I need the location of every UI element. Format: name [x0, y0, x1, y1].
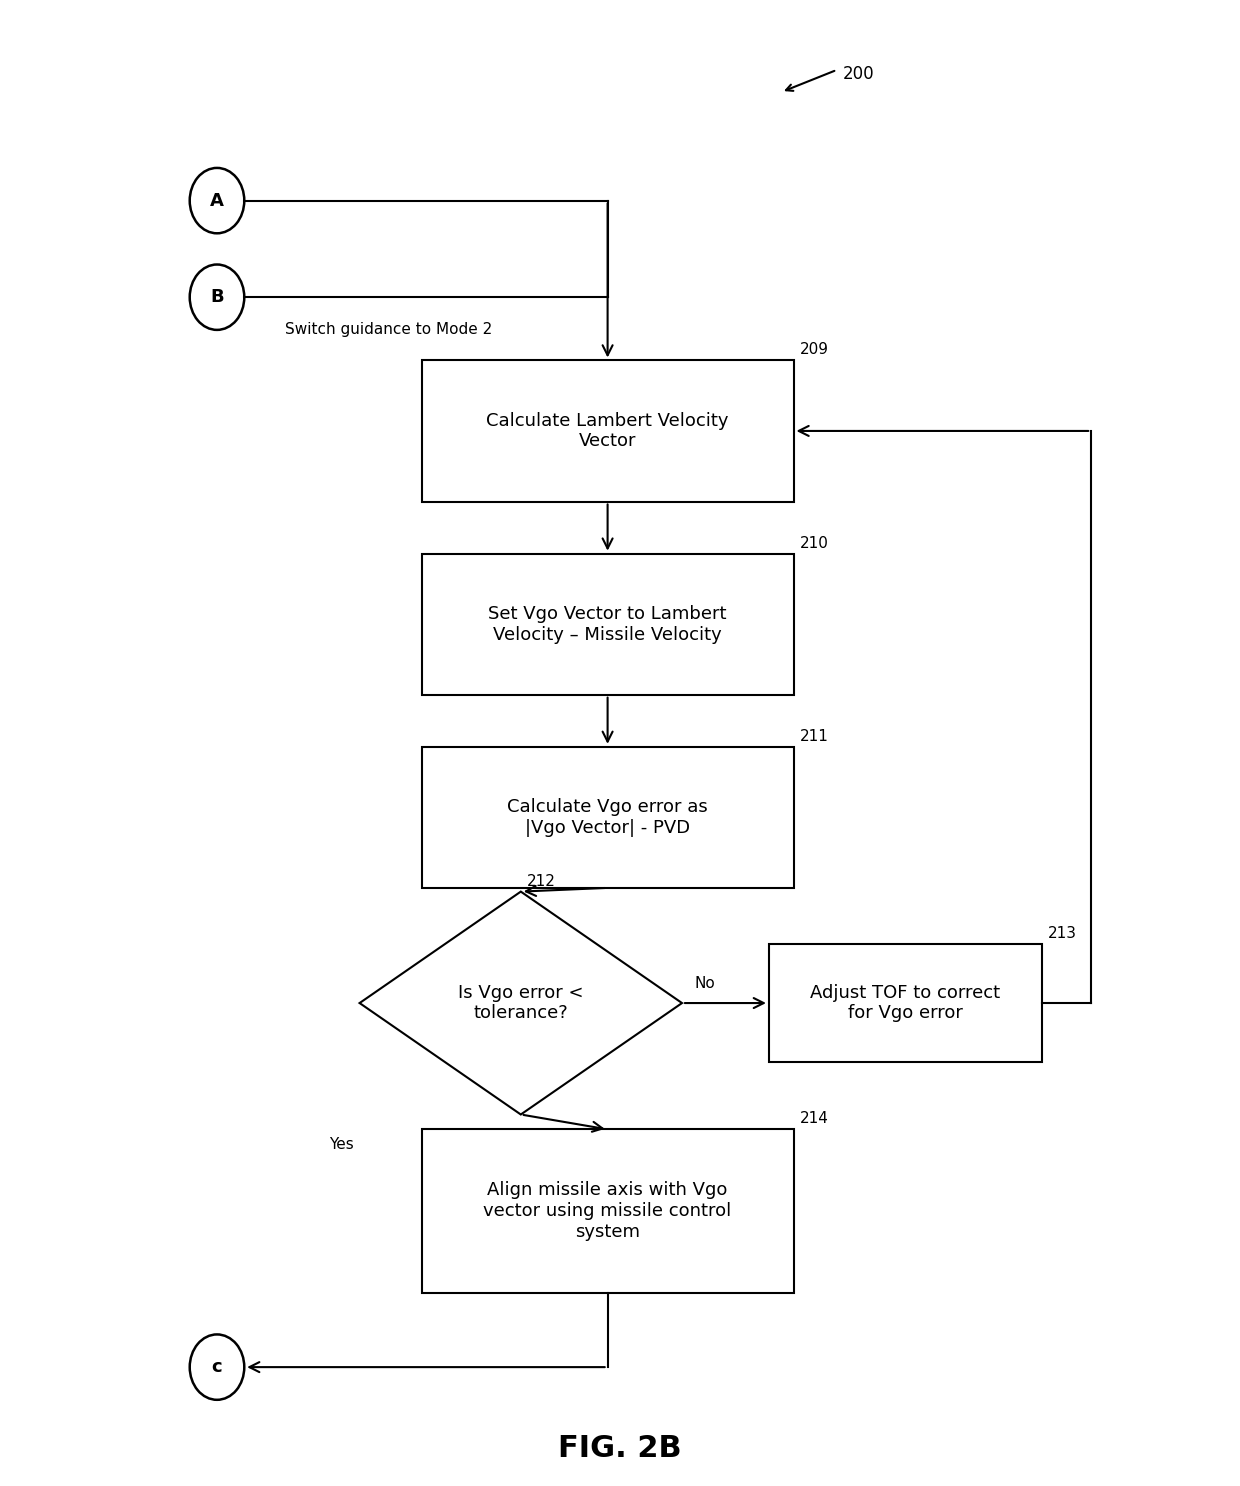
Text: 211: 211: [800, 728, 828, 744]
Text: No: No: [694, 976, 715, 991]
Text: B: B: [211, 288, 223, 306]
Circle shape: [190, 1334, 244, 1400]
Text: Calculate Vgo error as
|Vgo Vector| - PVD: Calculate Vgo error as |Vgo Vector| - PV…: [507, 798, 708, 837]
Circle shape: [190, 168, 244, 233]
FancyBboxPatch shape: [422, 361, 794, 502]
Text: 209: 209: [800, 342, 828, 358]
Polygon shape: [360, 892, 682, 1114]
Text: FIG. 2B: FIG. 2B: [558, 1434, 682, 1464]
Text: Is Vgo error <
tolerance?: Is Vgo error < tolerance?: [458, 984, 584, 1022]
Text: Align missile axis with Vgo
vector using missile control
system: Align missile axis with Vgo vector using…: [484, 1181, 732, 1241]
Text: 200: 200: [843, 65, 875, 83]
Circle shape: [190, 265, 244, 330]
Text: 210: 210: [800, 535, 828, 551]
Text: c: c: [212, 1358, 222, 1376]
Text: Adjust TOF to correct
for Vgo error: Adjust TOF to correct for Vgo error: [810, 984, 1001, 1022]
FancyBboxPatch shape: [422, 1129, 794, 1293]
FancyBboxPatch shape: [422, 554, 794, 695]
FancyBboxPatch shape: [422, 746, 794, 887]
Text: 213: 213: [1048, 926, 1076, 941]
Text: Calculate Lambert Velocity
Vector: Calculate Lambert Velocity Vector: [486, 412, 729, 450]
Text: Switch guidance to Mode 2: Switch guidance to Mode 2: [285, 322, 492, 337]
Text: 212: 212: [527, 874, 556, 889]
Text: Set Vgo Vector to Lambert
Velocity – Missile Velocity: Set Vgo Vector to Lambert Velocity – Mis…: [489, 605, 727, 643]
Text: 214: 214: [800, 1112, 828, 1126]
Text: A: A: [210, 192, 224, 210]
Text: Yes: Yes: [329, 1137, 353, 1152]
FancyBboxPatch shape: [769, 944, 1042, 1062]
